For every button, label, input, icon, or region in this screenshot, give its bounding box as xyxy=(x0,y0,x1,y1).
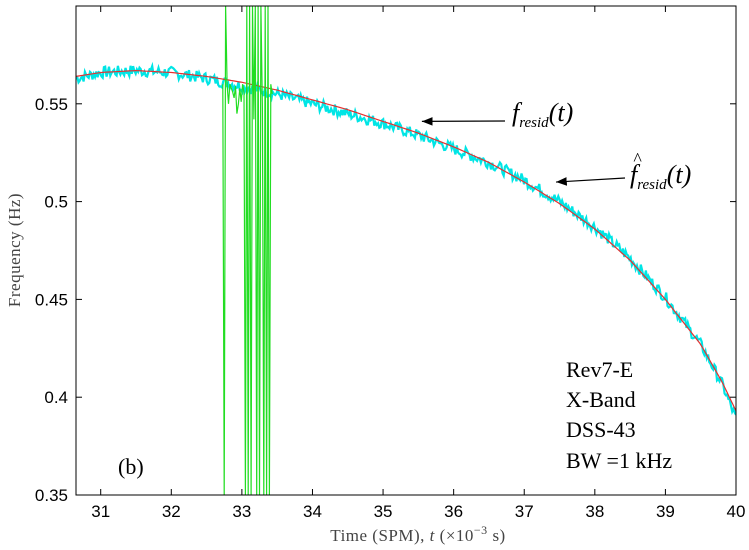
x-axis-label: Time (SPM), t (×10−3 s) xyxy=(330,523,505,545)
info-line-4: BW =1 kHz xyxy=(566,448,672,473)
info-line-2: X-Band xyxy=(566,387,636,412)
panel-label: (b) xyxy=(118,454,144,479)
x-axis-label-unit-close: s) xyxy=(488,526,506,545)
annotation-f-resid-hat-label: fresid(t) xyxy=(630,160,691,193)
y-tick-label: 0.5 xyxy=(44,193,68,212)
annotation-subscript: resid xyxy=(637,177,667,193)
x-tick-label: 40 xyxy=(727,502,746,521)
y-tick-label: 0.4 xyxy=(44,388,68,407)
info-line-1: Rev7-E xyxy=(566,357,633,382)
x-tick-label: 32 xyxy=(162,502,181,521)
plot-frame xyxy=(75,5,737,496)
y-tick-label: 0.35 xyxy=(35,486,68,505)
annotation-argument: (t) xyxy=(549,98,574,127)
series-spikes-line xyxy=(222,6,273,495)
annotation-f-resid-label: fresid(t) xyxy=(512,98,573,131)
annotation-hat: ^ xyxy=(633,149,642,169)
x-tick-label: 37 xyxy=(515,502,534,521)
x-tick-label: 31 xyxy=(91,502,110,521)
annotation-arrow xyxy=(555,177,626,186)
x-tick-label: 36 xyxy=(444,502,463,521)
x-axis-label-unit-open: (×10 xyxy=(435,526,474,545)
annotation-symbol: f xyxy=(512,98,523,127)
x-tick-label: 38 xyxy=(585,502,604,521)
annotation-symbol: f xyxy=(630,160,641,189)
x-tick-label: 34 xyxy=(303,502,322,521)
info-block: Rev7-E X-Band DSS-43 BW =1 kHz xyxy=(566,357,672,473)
annotations: fresid(t)fresid(t)^ xyxy=(421,98,691,193)
annotation-subscript: resid xyxy=(519,115,549,131)
info-line-3: DSS-43 xyxy=(566,417,636,442)
series-f-resid-line xyxy=(76,61,736,416)
x-axis-label-prefix: Time (SPM), xyxy=(330,526,429,545)
series-f-resid-hat-line xyxy=(76,69,736,412)
x-tick-label: 39 xyxy=(656,502,675,521)
y-tick-label: 0.45 xyxy=(35,290,68,309)
plot-area xyxy=(76,6,736,495)
x-axis-label-exp: −3 xyxy=(474,523,488,537)
x-axis-label-var: t xyxy=(430,526,436,545)
axes: 31 32 33 34 35 36 37 38 39 40 0.35 0.4 0.45 0.5 0.55 xyxy=(35,5,746,521)
annotation-argument: (t) xyxy=(667,160,692,189)
x-tick-label: 35 xyxy=(374,502,393,521)
y-axis-label: Frequency (Hz) xyxy=(5,193,24,307)
x-tick-label: 33 xyxy=(232,502,251,521)
y-tick-label: 0.55 xyxy=(35,95,68,114)
